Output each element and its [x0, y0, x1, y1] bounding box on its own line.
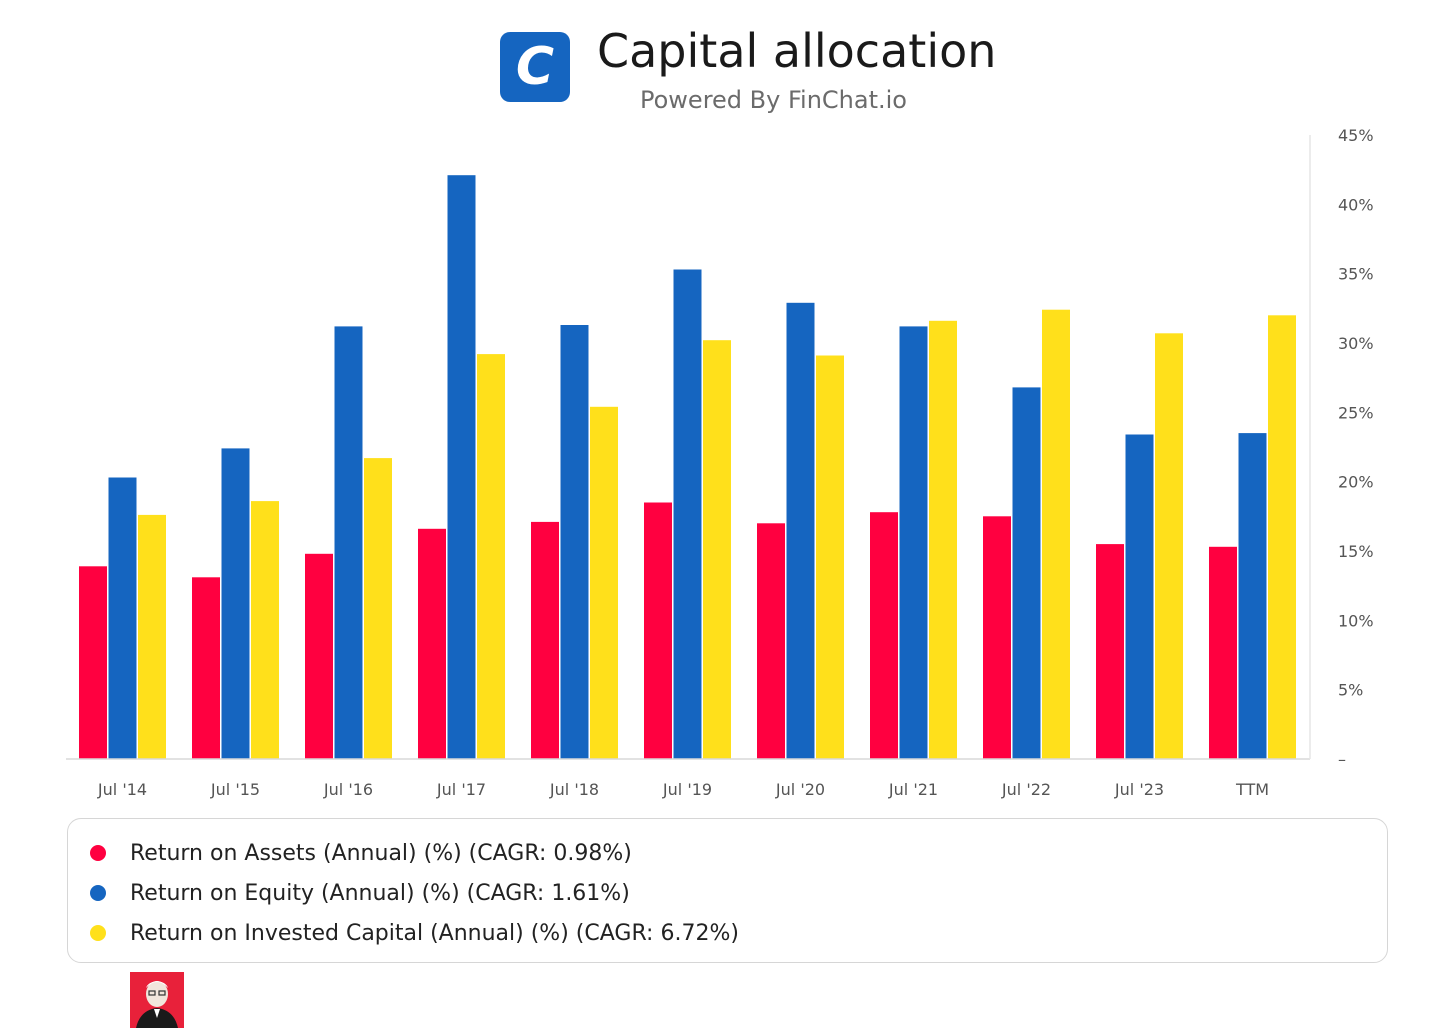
- legend: Return on Assets (Annual) (%) (CAGR: 0.9…: [67, 818, 1388, 963]
- x-tick-label: Jul '22: [1001, 780, 1051, 799]
- bar-roic-2[interactable]: [364, 458, 392, 759]
- bar-roe-3[interactable]: [447, 175, 476, 759]
- bar-roic-9[interactable]: [1155, 333, 1183, 759]
- legend-label: Return on Equity (Annual) (%) (CAGR: 1.6…: [130, 880, 630, 906]
- x-tick-label: Jul '21: [888, 780, 938, 799]
- x-tick-label: Jul '18: [549, 780, 599, 799]
- bar-roa-8[interactable]: [983, 516, 1011, 759]
- legend-dot-icon: [90, 925, 106, 941]
- bar-roic-6[interactable]: [816, 355, 844, 760]
- y-tick-label: 35%: [1338, 265, 1374, 284]
- x-axis-ticks: Jul '14 Jul '15 Jul '16 Jul '17 Jul '18 Jul '…: [97, 780, 1269, 799]
- x-tick-label: Jul '16: [323, 780, 373, 799]
- bar-roe-10[interactable]: [1238, 433, 1267, 759]
- y-tick-label: 40%: [1338, 195, 1374, 214]
- bar-roe-0[interactable]: [108, 477, 137, 760]
- bar-roe-5[interactable]: [673, 269, 702, 760]
- bar-roa-5[interactable]: [644, 502, 672, 760]
- y-tick-label: 10%: [1338, 611, 1374, 630]
- person-portrait-icon: [130, 972, 184, 1028]
- y-tick-label: 45%: [1338, 126, 1374, 145]
- legend-item-roa[interactable]: Return on Assets (Annual) (%) (CAGR: 0.9…: [90, 833, 632, 873]
- x-tick-label: Jul '17: [436, 780, 486, 799]
- bar-roic-4[interactable]: [590, 406, 618, 759]
- finchat-logo-icon: C: [500, 32, 570, 102]
- bar-roa-3[interactable]: [418, 528, 446, 759]
- bar-roic-0[interactable]: [138, 514, 166, 759]
- y-tick-label: 15%: [1338, 542, 1374, 561]
- bar-roa-7[interactable]: [870, 512, 898, 759]
- bar-roic-3[interactable]: [477, 354, 505, 759]
- legend-dot-icon: [90, 885, 106, 901]
- y-axis-ticks: – 5% 10% 15% 20% 25% 30% 35% 40% 45%: [1338, 126, 1374, 769]
- bar-roa-4[interactable]: [531, 521, 559, 759]
- bar-roic-8[interactable]: [1042, 309, 1070, 759]
- chart-subtitle: Powered By FinChat.io: [640, 86, 907, 114]
- bar-roa-2[interactable]: [305, 553, 333, 759]
- bar-roic-7[interactable]: [929, 320, 957, 759]
- legend-label: Return on Invested Capital (Annual) (%) …: [130, 920, 739, 946]
- bar-roe-7[interactable]: [899, 326, 928, 759]
- legend-item-roic[interactable]: Return on Invested Capital (Annual) (%) …: [90, 913, 739, 953]
- x-tick-label: Jul '20: [775, 780, 825, 799]
- bar-roe-8[interactable]: [1012, 387, 1041, 759]
- y-tick-label: 25%: [1338, 403, 1374, 422]
- bar-roe-6[interactable]: [786, 302, 815, 759]
- y-tick-label: 5%: [1338, 681, 1363, 700]
- bar-roa-1[interactable]: [192, 577, 220, 759]
- bar-roa-0[interactable]: [79, 566, 107, 759]
- bar-roe-9[interactable]: [1125, 434, 1154, 760]
- x-tick-label: TTM: [1235, 780, 1269, 799]
- bar-roic-5[interactable]: [703, 340, 731, 759]
- x-tick-label: Jul '15: [210, 780, 260, 799]
- bar-roe-4[interactable]: [560, 325, 589, 759]
- legend-label: Return on Assets (Annual) (%) (CAGR: 0.9…: [130, 840, 632, 866]
- logo-letter: C: [515, 37, 555, 97]
- y-tick-label: 20%: [1338, 473, 1374, 492]
- y-tick-label: –: [1338, 750, 1346, 769]
- legend-item-roe[interactable]: Return on Equity (Annual) (%) (CAGR: 1.6…: [90, 873, 630, 913]
- bar-roic-10[interactable]: [1268, 315, 1296, 759]
- x-tick-label: Jul '19: [662, 780, 712, 799]
- bar-roa-10[interactable]: [1209, 546, 1237, 759]
- bar-roa-9[interactable]: [1096, 544, 1124, 759]
- x-tick-label: Jul '14: [97, 780, 147, 799]
- chart-title: Capital allocation: [597, 24, 997, 78]
- bar-roe-2[interactable]: [334, 326, 363, 759]
- bar-roic-1[interactable]: [251, 501, 279, 759]
- legend-dot-icon: [90, 845, 106, 861]
- x-tick-label: Jul '23: [1114, 780, 1164, 799]
- bar-roe-1[interactable]: [221, 448, 250, 759]
- chart-header: C Capital allocation Powered By FinChat.…: [0, 0, 1456, 120]
- bars-group: [79, 175, 1296, 759]
- bar-chart: –5%10%15%20%25%30%35%40%45% Jul '14 Jul '…: [66, 126, 1374, 799]
- y-tick-label: 30%: [1338, 334, 1374, 353]
- bar-roa-6[interactable]: [757, 523, 785, 759]
